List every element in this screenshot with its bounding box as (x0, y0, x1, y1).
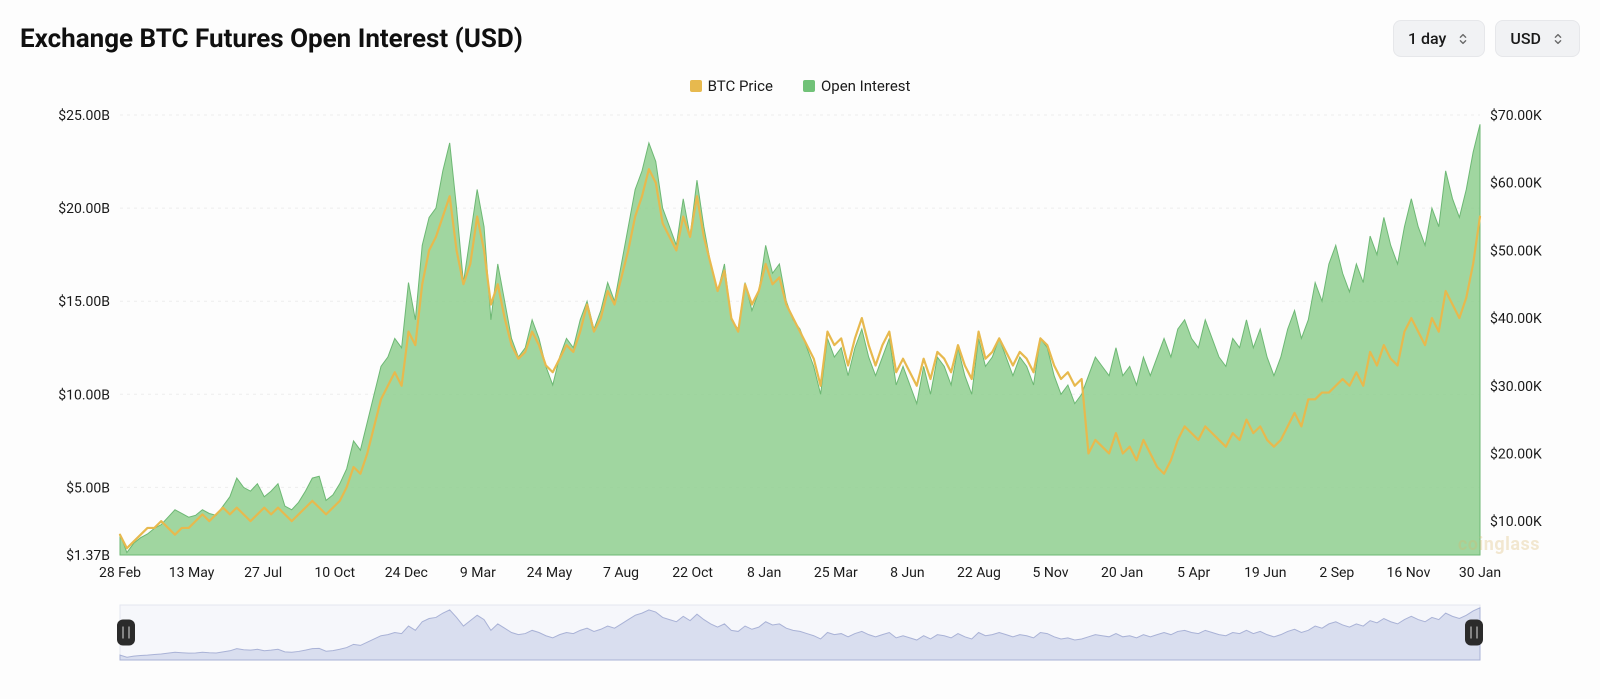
svg-text:10 Oct: 10 Oct (314, 565, 355, 581)
timeframe-value: 1 day (1408, 29, 1446, 48)
svg-text:24 May: 24 May (527, 565, 573, 581)
svg-text:$15.00B: $15.00B (58, 293, 110, 310)
svg-text:24 Dec: 24 Dec (385, 565, 428, 581)
svg-text:13 May: 13 May (169, 565, 215, 581)
legend-swatch (690, 80, 702, 92)
svg-text:$10.00K: $10.00K (1490, 513, 1542, 530)
main-chart[interactable]: $1.37B $5.00B $10.00B $15.00B $20.00B $25.00B… (20, 105, 1580, 665)
svg-text:$20.00K: $20.00K (1490, 445, 1542, 462)
svg-text:7 Aug: 7 Aug (603, 565, 639, 581)
svg-text:30 Jan: 30 Jan (1459, 565, 1501, 581)
svg-text:$30.00K: $30.00K (1490, 378, 1542, 395)
legend-item-open-interest[interactable]: Open Interest (803, 77, 910, 95)
svg-text:$10.00B: $10.00B (58, 386, 110, 403)
svg-text:28 Feb: 28 Feb (99, 565, 141, 581)
svg-text:$60.00K: $60.00K (1490, 175, 1542, 192)
chevron-updown-icon (1551, 32, 1565, 46)
svg-text:$25.00B: $25.00B (58, 107, 110, 124)
legend-label: Open Interest (821, 77, 910, 95)
svg-text:5 Nov: 5 Nov (1033, 565, 1069, 581)
svg-text:25 Mar: 25 Mar (814, 565, 858, 581)
svg-text:2 Sep: 2 Sep (1319, 565, 1354, 581)
legend-swatch (803, 80, 815, 92)
chart-legend: BTC Price Open Interest (0, 77, 1600, 95)
svg-text:19 Jun: 19 Jun (1244, 565, 1286, 581)
svg-text:$1.37B: $1.37B (66, 547, 110, 564)
timeframe-select[interactable]: 1 day (1393, 20, 1485, 57)
svg-text:$40.00K: $40.00K (1490, 310, 1542, 327)
svg-text:$5.00B: $5.00B (66, 479, 110, 496)
navigator-handle[interactable] (1465, 620, 1483, 646)
legend-label: BTC Price (708, 77, 773, 95)
currency-value: USD (1510, 29, 1541, 48)
svg-text:8 Jun: 8 Jun (890, 565, 925, 581)
svg-text:$50.00K: $50.00K (1490, 242, 1542, 259)
svg-text:20 Jan: 20 Jan (1101, 565, 1143, 581)
watermark: coinglass (1458, 534, 1540, 555)
legend-item-btc-price[interactable]: BTC Price (690, 77, 773, 95)
currency-select[interactable]: USD (1495, 20, 1580, 57)
svg-text:5 Apr: 5 Apr (1177, 565, 1210, 581)
svg-text:9 Mar: 9 Mar (460, 565, 496, 581)
svg-text:$70.00K: $70.00K (1490, 107, 1542, 124)
svg-text:27 Jul: 27 Jul (244, 565, 282, 581)
svg-text:$20.00B: $20.00B (58, 200, 110, 217)
svg-text:22 Oct: 22 Oct (672, 565, 713, 581)
svg-text:8 Jan: 8 Jan (747, 565, 781, 581)
svg-text:22 Aug: 22 Aug (957, 565, 1001, 581)
svg-text:16 Nov: 16 Nov (1386, 565, 1430, 581)
navigator-handle[interactable] (117, 620, 135, 646)
page-title: Exchange BTC Futures Open Interest (USD) (20, 24, 523, 54)
chevron-updown-icon (1456, 32, 1470, 46)
